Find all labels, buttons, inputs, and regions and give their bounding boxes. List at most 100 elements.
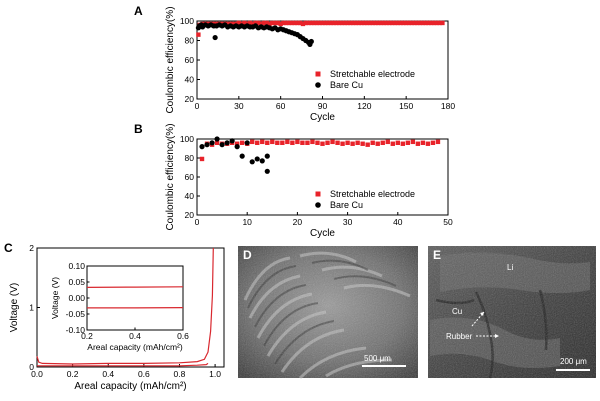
b-point-bare-cu	[249, 159, 255, 165]
a-legend-marker-bare-cu	[315, 82, 321, 88]
a-point-stretchable	[426, 20, 431, 26]
b-point-stretchable	[320, 141, 325, 146]
c-inset-x-axis-title: Areal capacity (mAh/cm²)	[87, 342, 183, 352]
b-point-stretchable	[295, 139, 300, 145]
a-legend-label: Stretchable electrode	[330, 69, 415, 79]
b-point-bare-cu	[254, 156, 260, 162]
b-point-stretchable	[199, 156, 205, 162]
c-inset-y-tick-label: 0.10	[68, 261, 85, 271]
b-point-stretchable	[350, 141, 355, 146]
b-x-tick-label: 40	[393, 217, 403, 227]
a-point-stretchable	[434, 20, 440, 26]
b-point-bare-cu	[219, 142, 225, 148]
panel-label-c: C	[4, 241, 13, 255]
a-point-stretchable	[392, 20, 398, 26]
b-point-stretchable	[300, 140, 305, 145]
b-point-bare-cu	[224, 140, 230, 146]
c-voltage-curve-2	[37, 362, 209, 367]
c-inset-curve-1	[86, 286, 184, 288]
c-x-tick-label: 0.4	[102, 369, 114, 379]
b-point-stretchable	[420, 140, 426, 145]
a-point-stretchable	[236, 20, 242, 26]
a-point-stretchable	[423, 20, 428, 26]
a-y-tick-label: 60	[185, 55, 195, 65]
a-legend-marker-stretchable	[315, 71, 321, 77]
a-y-tick-label: 100	[180, 16, 194, 26]
b-point-stretchable	[415, 141, 421, 146]
arrowhead-rubber-icon	[495, 334, 499, 338]
a-point-stretchable	[325, 20, 331, 26]
arrowhead-cu-icon	[480, 312, 484, 316]
a-point-stretchable	[284, 20, 289, 26]
a-point-stretchable	[417, 20, 423, 26]
a-point-stretchable	[328, 20, 334, 26]
a-x-tick-label: 90	[318, 101, 328, 111]
panel-label-b: B	[134, 122, 143, 136]
a-point-stretchable	[364, 20, 370, 26]
a-point-stretchable	[337, 20, 342, 26]
a-x-axis-title: Cycle	[310, 112, 335, 123]
a-point-stretchable	[323, 20, 328, 26]
b-x-tick-label: 50	[443, 217, 453, 227]
a-point-stretchable	[267, 21, 272, 27]
a-point-stretchable	[406, 20, 412, 26]
b-point-stretchable	[290, 140, 295, 145]
chart-c: 0.0 0.2 0.4 0.6 0.8 1.0 0 1 2 Areal capacity (mAh…	[9, 243, 225, 392]
b-point-bare-cu	[264, 153, 270, 159]
c-inset-x-tick-label: 0.4	[129, 331, 141, 341]
a-point-stretchable	[242, 20, 247, 26]
c-x-tick-label: 0.2	[67, 369, 79, 379]
a-point-stretchable	[384, 20, 389, 26]
b-point-stretchable	[345, 140, 350, 145]
b-point-bare-cu	[199, 144, 205, 150]
a-point-stretchable	[314, 20, 320, 26]
b-point-stretchable	[310, 139, 315, 145]
a-point-stretchable	[281, 20, 286, 26]
b-y-tick-label: 40	[185, 191, 195, 201]
a-point-stretchable	[409, 20, 414, 26]
panel-label-a: A	[134, 4, 143, 18]
a-point-stretchable	[196, 32, 201, 37]
b-legend-marker-stretchable	[315, 191, 321, 197]
b-point-bare-cu	[204, 142, 210, 148]
b-x-tick-label: 30	[343, 217, 353, 227]
b-point-stretchable	[280, 140, 285, 145]
a-point-bare-cu	[308, 38, 314, 45]
a-point-stretchable	[309, 20, 314, 26]
a-y-tick-label: 20	[185, 94, 195, 104]
b-point-stretchable	[395, 140, 400, 145]
a-point-stretchable	[367, 20, 373, 26]
a-point-stretchable	[362, 20, 367, 26]
a-point-stretchable	[359, 20, 364, 26]
c-inset-frame	[86, 265, 184, 331]
a-y-axis-title: Coulombic efficiency(%)	[165, 6, 176, 113]
label-cu: Cu	[452, 307, 462, 316]
a-point-stretchable	[311, 20, 317, 26]
a-point-stretchable	[431, 20, 437, 26]
c-y-tick-label: 2	[29, 243, 34, 253]
b-point-stretchable	[250, 139, 255, 145]
a-x-tick-label: 150	[399, 101, 413, 111]
a-point-stretchable	[303, 20, 308, 26]
b-point-stretchable	[315, 140, 320, 145]
a-point-stretchable	[390, 20, 395, 26]
a-point-stretchable	[440, 20, 445, 26]
b-point-stretchable	[305, 140, 310, 145]
a-x-tick-label: 180	[441, 101, 455, 111]
b-x-tick-label: 20	[293, 217, 303, 227]
a-point-stretchable	[350, 20, 356, 26]
a-point-stretchable	[420, 20, 426, 26]
chart-b: 0 10 20 30 40 50 20 40 60 80 100 Cycle Coulombic eff…	[165, 123, 453, 239]
a-point-stretchable	[306, 20, 311, 26]
a-point-stretchable	[272, 20, 278, 26]
a-point-stretchable	[342, 20, 348, 26]
a-point-stretchable	[231, 21, 236, 27]
a-point-stretchable	[250, 21, 255, 27]
a-point-stretchable	[275, 20, 281, 26]
b-point-bare-cu	[264, 168, 270, 174]
label-li: Li	[507, 263, 513, 272]
b-point-stretchable	[405, 140, 411, 145]
a-point-stretchable	[300, 21, 306, 27]
b-point-stretchable	[234, 141, 240, 146]
sem-image-d	[238, 246, 418, 380]
